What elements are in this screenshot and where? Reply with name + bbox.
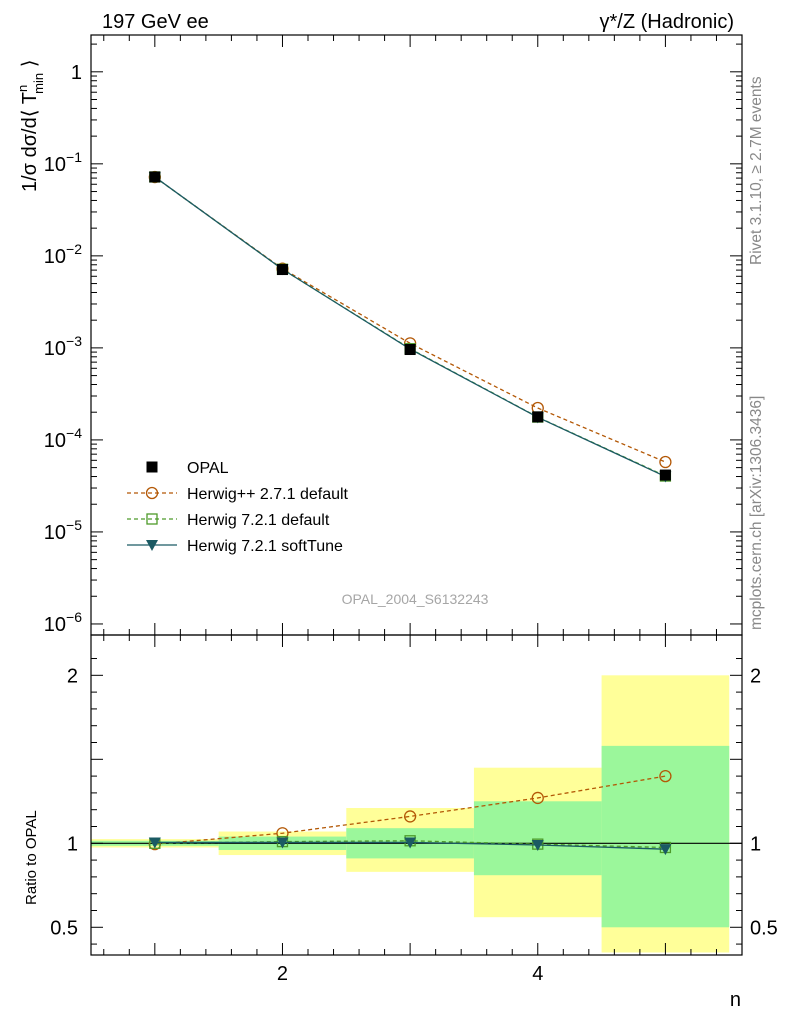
legend-label: Herwig 7.2.1 softTune	[187, 538, 343, 555]
ratio-data-point	[531, 791, 544, 805]
mcplots-label: mcplots.cern.ch [arXiv:1306.3436]	[748, 396, 765, 630]
y-tick-label: 10−2	[44, 241, 82, 268]
legend-marker	[146, 513, 158, 525]
ratio-plot-frame	[90, 634, 743, 956]
legend: OPAL Herwig++ 2.7.1 default Herwig 7.2.1 d…	[127, 460, 349, 555]
ratio-data-point	[403, 810, 417, 823]
ratio-panel: 2 4 0.5 0.5 1 1 2 2	[50, 634, 778, 985]
ratio-y-tick-label-left: 1	[67, 833, 78, 855]
series-line	[154, 176, 666, 478]
y-tick-label: 10−5	[44, 517, 82, 544]
series-line	[154, 176, 666, 477]
legend-label: Herwig 7.2.1 default	[187, 512, 330, 529]
data-point	[149, 171, 161, 183]
x-axis-label: n	[730, 989, 741, 1011]
legend-marker	[146, 540, 158, 551]
stat-uncertainty-band	[473, 801, 602, 876]
ratio-series-line	[154, 775, 666, 845]
y-tick-label: 10−4	[44, 425, 82, 452]
x-tick-label: 2	[277, 963, 288, 985]
main-panel: 1 10−1 10−2 10−3 10−4 10−5 10−6 OPAL Herwig++ 2.…	[44, 34, 743, 636]
rivet-version-label: Rivet 3.1.10, ≥ 2.7M events	[748, 76, 765, 265]
ratio-y-tick-label-left: 0.5	[50, 917, 78, 939]
data-point	[659, 469, 671, 481]
ratio-data-point	[276, 837, 289, 849]
ratio-y-tick-label-right: 0.5	[750, 917, 778, 939]
y-tick-label: 10−1	[44, 149, 82, 176]
data-point	[659, 455, 672, 469]
ratio-data-point	[659, 844, 672, 856]
stat-uncertainty-band	[601, 745, 730, 928]
ratio-y-axis-label: Ratio to OPAL	[23, 810, 40, 905]
legend-marker	[146, 461, 158, 473]
legend-label: Herwig++ 2.7.1 default	[187, 486, 349, 503]
ratio-data-point	[148, 837, 161, 849]
ratio-y-tick-label-right: 2	[750, 665, 761, 687]
main-y-axis-label: 1/σ dσ/d⟨ Tnmin ⟩	[15, 60, 46, 193]
legend-marker	[145, 486, 159, 500]
analysis-watermark: OPAL_2004_S6132243	[342, 591, 489, 607]
series-line	[154, 176, 666, 463]
y-tick-label: 10−6	[44, 609, 82, 636]
y-tick-label: 1	[71, 62, 82, 84]
legend-label: OPAL	[187, 460, 229, 477]
ratio-y-tick-label-right: 1	[750, 833, 761, 855]
data-point	[404, 344, 416, 356]
process-label: γ*/Z (Hadronic)	[600, 11, 734, 33]
x-tick-label: 4	[532, 963, 543, 985]
energy-label: 197 GeV ee	[102, 11, 209, 33]
ratio-y-tick-label-left: 2	[67, 665, 78, 687]
y-tick-label: 10−3	[44, 333, 82, 360]
ratio-data-point	[404, 837, 417, 849]
data-point	[532, 411, 544, 423]
data-point	[276, 264, 288, 276]
ratio-data-point	[659, 769, 672, 783]
ratio-data-point	[531, 839, 544, 851]
